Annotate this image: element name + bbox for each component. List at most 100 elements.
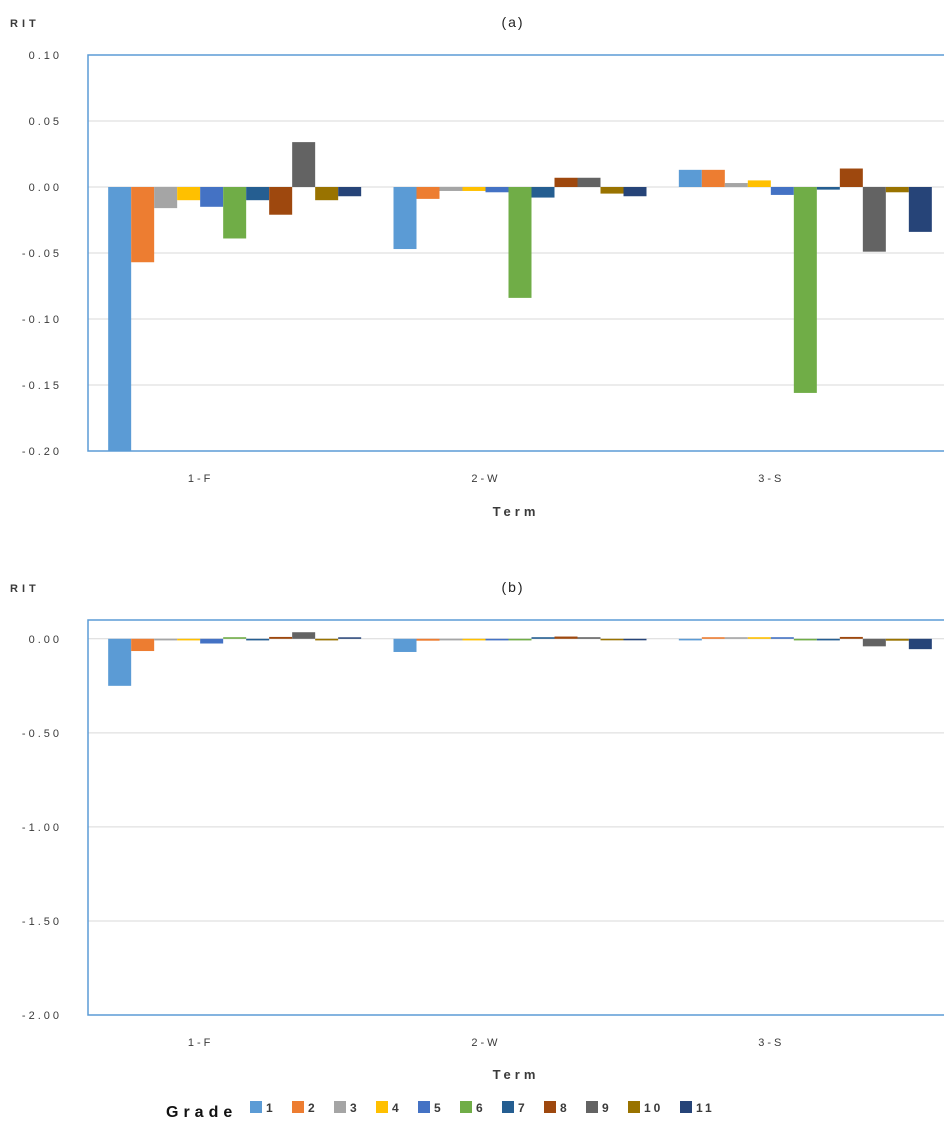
bar-grade-3-2-W: [439, 187, 463, 191]
bar-grade-3-3-S: [724, 183, 748, 187]
bar-grade-8-3-S: [839, 636, 863, 639]
bar-grade-10-2-W: [600, 187, 624, 194]
bar-grade-11-2-W: [623, 638, 647, 641]
panel-b-bars: [108, 632, 932, 686]
legend-swatch-4: [376, 1101, 388, 1113]
panel-a-plot-frame: [87, 54, 944, 452]
bar-grade-3-3-S: [724, 637, 748, 639]
bar-grade-2-2-W: [416, 187, 440, 199]
ytick-label: -2.00: [22, 1010, 62, 1022]
bar-grade-2-3-S: [701, 169, 725, 187]
panel-b-gridlines: [88, 638, 944, 1016]
legend-label-1: 1: [266, 1101, 276, 1115]
ytick-label: 0.00: [29, 634, 62, 646]
bar-grade-6-3-S: [793, 638, 817, 641]
bar-grade-7-1-F: [246, 638, 270, 641]
bar-grade-1-2-W: [393, 638, 417, 652]
bar-grade-6-1-F: [223, 187, 247, 239]
bar-grade-1-1-F: [108, 187, 132, 451]
bar-grade-5-3-S: [770, 187, 794, 195]
ytick-label: 0.05: [29, 116, 62, 128]
legend-label-2: 2: [308, 1101, 318, 1115]
legend-label-4: 4: [392, 1101, 402, 1115]
bar-grade-9-1-F: [292, 142, 316, 187]
ytick-label: -0.05: [22, 248, 62, 260]
legend: Grade 1 2 3 4 5 6 7 8 9 10 11: [166, 1101, 715, 1121]
legend-swatch-9: [586, 1101, 598, 1113]
bar-grade-8-2-W: [554, 636, 578, 639]
legend-swatch-7: [502, 1101, 514, 1113]
panel-b: RIT (b) 0.00 -0.50 -1.00 -1.50 -2.00 1-F 2-W 3…: [10, 579, 944, 1082]
bar-grade-3-2-W: [439, 638, 463, 641]
panel-a-bars: [108, 142, 932, 451]
bar-grade-4-3-S: [747, 637, 771, 639]
bar-grade-9-2-W: [577, 637, 601, 639]
bar-grade-6-2-W: [508, 638, 532, 641]
ytick-label: 0.10: [29, 50, 62, 62]
legend-label-7: 7: [518, 1101, 528, 1115]
legend-swatch-1: [250, 1101, 262, 1113]
xtick-label: 3-S: [758, 473, 784, 485]
legend-swatch-5: [418, 1101, 430, 1113]
legend-label-6: 6: [476, 1101, 486, 1115]
panel-a-xlabel: Term: [493, 504, 540, 519]
legend-title: Grade: [166, 1104, 237, 1121]
bar-grade-4-2-W: [462, 187, 486, 191]
bar-grade-10-3-S: [885, 638, 909, 641]
bar-grade-3-1-F: [154, 187, 178, 209]
bar-grade-7-3-S: [816, 638, 840, 641]
bar-grade-6-2-W: [508, 187, 532, 298]
bar-grade-2-3-S: [701, 637, 725, 639]
bar-grade-8-3-S: [839, 168, 863, 187]
bar-grade-9-1-F: [292, 632, 316, 639]
bar-grade-9-3-S: [862, 187, 886, 252]
ytick-label: -0.20: [22, 446, 62, 458]
bar-grade-7-2-W: [531, 637, 555, 639]
bar-grade-7-3-S: [816, 187, 840, 190]
legend-label-5: 5: [434, 1101, 444, 1115]
panel-a-title: (a): [501, 14, 524, 30]
bar-grade-4-1-F: [177, 638, 201, 641]
panel-b-xtick-labels: 1-F 2-W 3-S: [188, 1037, 781, 1049]
panel-a-ytick-labels: 0.10 0.05 0.00 -0.05 -0.10 -0.15 -0.20: [22, 50, 62, 458]
panel-a: RIT (a) 0.10 0.05 0.00 -0.05 -0.10 -0.15 -0.20…: [10, 14, 944, 519]
panel-a-ylabel: RIT: [10, 18, 40, 30]
bar-grade-2-1-F: [131, 638, 155, 652]
xtick-label: 1-F: [188, 473, 214, 485]
bar-grade-8-1-F: [269, 187, 293, 215]
bar-grade-6-3-S: [793, 187, 817, 393]
legend-label-11: 11: [696, 1101, 715, 1115]
bar-grade-9-2-W: [577, 177, 601, 187]
bar-grade-3-1-F: [154, 638, 178, 641]
legend-swatch-11: [680, 1101, 692, 1113]
bar-grade-11-1-F: [338, 637, 362, 639]
xtick-label: 2-W: [471, 473, 500, 485]
bar-grade-5-2-W: [485, 187, 509, 193]
bar-grade-5-3-S: [770, 637, 794, 639]
ytick-label: 0.00: [29, 182, 62, 194]
bar-grade-11-3-S: [908, 187, 932, 232]
legend-label-10: 10: [644, 1101, 663, 1115]
panel-b-title: (b): [501, 579, 524, 595]
xtick-label: 2-W: [471, 1037, 500, 1049]
ytick-label: -0.15: [22, 380, 62, 392]
legend-swatch-6: [460, 1101, 472, 1113]
bar-grade-10-2-W: [600, 638, 624, 641]
bar-grade-4-2-W: [462, 638, 486, 641]
legend-swatch-8: [544, 1101, 556, 1113]
bar-grade-1-3-S: [678, 169, 702, 187]
panel-b-ytick-labels: 0.00 -0.50 -1.00 -1.50 -2.00: [22, 634, 62, 1022]
bar-grade-2-2-W: [416, 638, 440, 641]
bar-grade-9-3-S: [862, 638, 886, 647]
legend-swatch-10: [628, 1101, 640, 1113]
bar-grade-11-1-F: [338, 187, 362, 197]
bar-grade-6-1-F: [223, 637, 247, 639]
panel-b-ylabel: RIT: [10, 583, 40, 595]
legend-label-8: 8: [560, 1101, 570, 1115]
legend-swatch-3: [334, 1101, 346, 1113]
bar-grade-7-1-F: [246, 187, 270, 201]
bar-grade-5-1-F: [200, 638, 224, 644]
ytick-label: -1.00: [22, 822, 62, 834]
bar-grade-10-3-S: [885, 187, 909, 193]
